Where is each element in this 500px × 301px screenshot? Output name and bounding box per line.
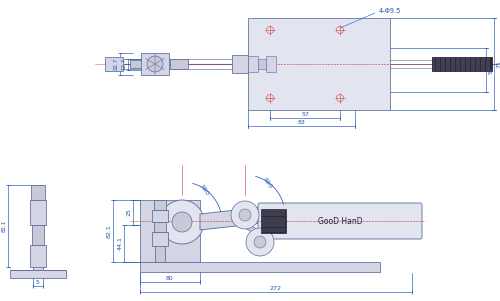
Bar: [33, 185, 43, 270]
Bar: [10, 270, 66, 278]
Text: 51: 51: [488, 66, 494, 74]
Polygon shape: [240, 225, 265, 234]
Bar: [261, 209, 286, 233]
Text: 25: 25: [126, 209, 132, 216]
Circle shape: [239, 209, 251, 221]
Text: 71: 71: [496, 60, 500, 68]
Bar: [170, 59, 188, 69]
Bar: [152, 232, 168, 246]
Text: GooD HanD: GooD HanD: [318, 216, 362, 225]
Circle shape: [147, 56, 163, 72]
Circle shape: [246, 228, 274, 256]
Bar: [155, 232, 165, 262]
Bar: [154, 200, 166, 210]
Bar: [31, 185, 45, 200]
Bar: [30, 245, 46, 267]
Bar: [32, 225, 44, 245]
Text: 83: 83: [298, 120, 306, 126]
Text: 44.1: 44.1: [118, 237, 122, 250]
Circle shape: [231, 201, 259, 229]
Circle shape: [254, 236, 266, 248]
Bar: [232, 55, 248, 73]
Text: 82.1: 82.1: [106, 224, 112, 238]
Bar: [258, 59, 266, 69]
Circle shape: [160, 200, 204, 244]
Text: R90: R90: [198, 184, 209, 196]
Bar: [130, 60, 144, 68]
Bar: [248, 18, 390, 110]
Text: 272: 272: [270, 287, 282, 291]
Text: 22.7: 22.7: [114, 58, 118, 70]
FancyBboxPatch shape: [258, 203, 422, 239]
Text: 80: 80: [166, 277, 174, 281]
Bar: [140, 200, 200, 262]
Text: 82.1: 82.1: [2, 220, 6, 232]
Bar: [432, 57, 492, 71]
Text: 5: 5: [36, 281, 40, 286]
Bar: [152, 210, 168, 222]
Polygon shape: [200, 207, 263, 230]
Text: 4-Φ9.5: 4-Φ9.5: [379, 8, 401, 14]
Circle shape: [172, 212, 192, 232]
Bar: [30, 200, 46, 225]
Bar: [154, 222, 166, 232]
Text: 57: 57: [301, 113, 309, 117]
Text: 12.7: 12.7: [122, 58, 126, 70]
Bar: [140, 262, 380, 272]
Text: R90: R90: [262, 177, 272, 189]
Bar: [248, 56, 258, 72]
Bar: [141, 53, 169, 75]
Bar: [105, 57, 123, 71]
Bar: [266, 56, 276, 72]
